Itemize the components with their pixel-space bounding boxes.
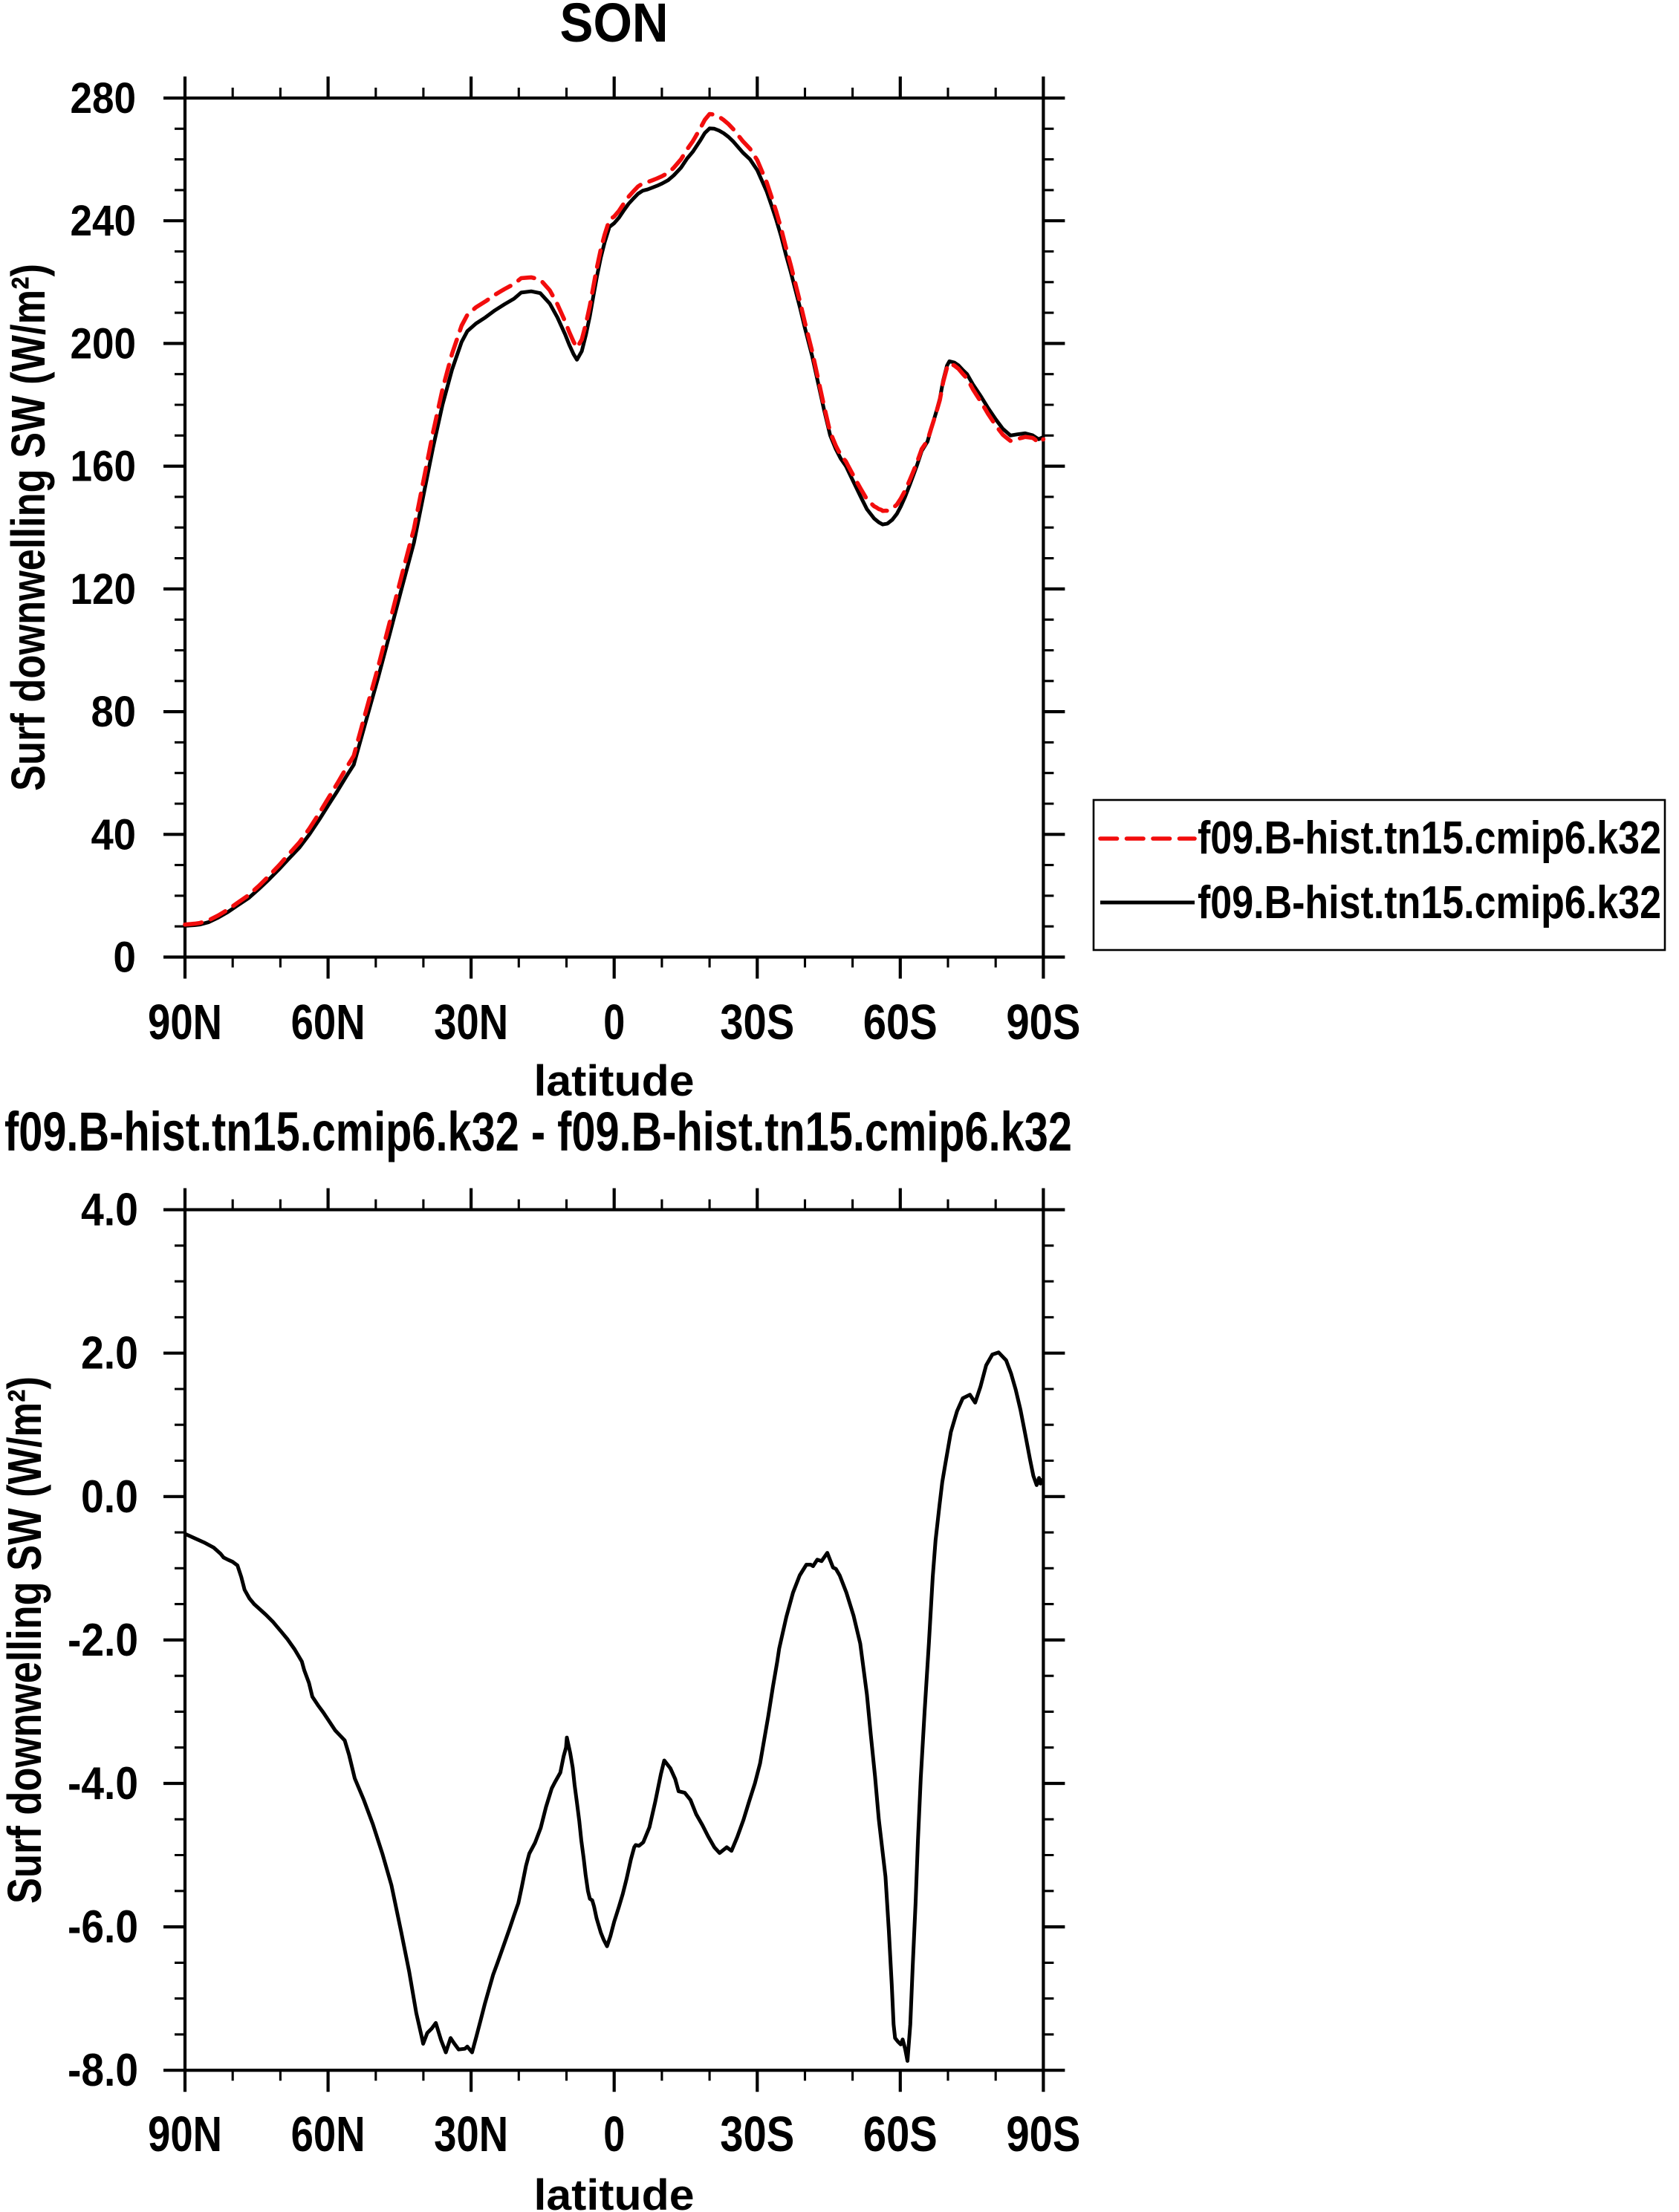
- svg-text:90N: 90N: [148, 2107, 222, 2162]
- svg-text:60S: 60S: [863, 995, 938, 1050]
- svg-text:f09.B-hist.tn15.cmip6.k32 - f0: f09.B-hist.tn15.cmip6.k32 - f09.B-hist.t…: [4, 1101, 1072, 1162]
- svg-text:160: 160: [71, 443, 137, 491]
- svg-text:0: 0: [113, 934, 136, 982]
- svg-text:Surf downwelling SW (W/m²): Surf downwelling SW (W/m²): [1, 264, 55, 791]
- svg-text:80: 80: [91, 688, 137, 736]
- svg-text:SON: SON: [560, 0, 669, 53]
- svg-text:60N: 60N: [291, 2107, 366, 2162]
- svg-text:240: 240: [71, 197, 137, 245]
- svg-text:-4.0: -4.0: [68, 1758, 138, 1809]
- svg-text:30N: 30N: [434, 995, 508, 1050]
- svg-text:latitude: latitude: [534, 1057, 695, 1105]
- svg-text:40: 40: [91, 810, 137, 859]
- svg-text:2.0: 2.0: [81, 1328, 138, 1379]
- svg-text:280: 280: [71, 74, 137, 123]
- svg-text:latitude: latitude: [534, 2171, 695, 2212]
- svg-text:30N: 30N: [434, 2107, 508, 2162]
- svg-text:30S: 30S: [720, 2107, 794, 2162]
- svg-text:f09.B-hist.tn15.cmip6.k32: f09.B-hist.tn15.cmip6.k32: [1198, 877, 1661, 928]
- svg-text:4.0: 4.0: [81, 1185, 138, 1236]
- svg-text:0: 0: [603, 2107, 625, 2162]
- svg-text:60S: 60S: [863, 2107, 938, 2162]
- svg-text:200: 200: [71, 319, 137, 368]
- svg-text:0.0: 0.0: [81, 1471, 138, 1523]
- svg-text:Surf downwelling SW (W/m²): Surf downwelling SW (W/m²): [0, 1376, 51, 1904]
- svg-text:-2.0: -2.0: [68, 1615, 138, 1666]
- svg-text:-6.0: -6.0: [68, 1902, 138, 1953]
- svg-text:90N: 90N: [148, 995, 222, 1050]
- svg-text:0: 0: [603, 995, 625, 1050]
- svg-text:30S: 30S: [720, 995, 794, 1050]
- svg-text:-8.0: -8.0: [68, 2045, 138, 2096]
- svg-text:90S: 90S: [1006, 2107, 1080, 2162]
- svg-text:60N: 60N: [291, 995, 366, 1050]
- svg-text:90S: 90S: [1006, 995, 1080, 1050]
- svg-text:120: 120: [71, 565, 137, 614]
- svg-text:f09.B-hist.tn15.cmip6.k32: f09.B-hist.tn15.cmip6.k32: [1198, 813, 1661, 864]
